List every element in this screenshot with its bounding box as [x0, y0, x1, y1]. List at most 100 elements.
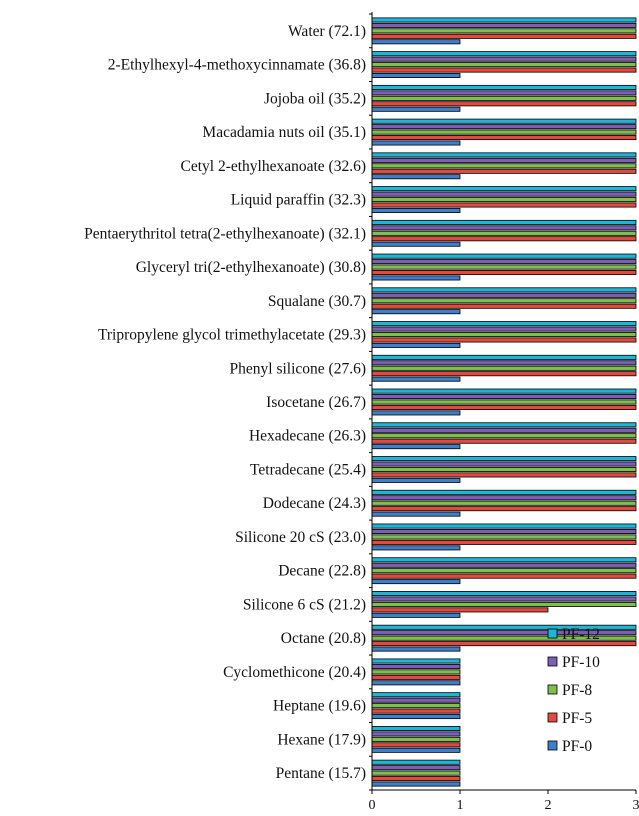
bar-pf-0-phenyl-silicone-27-6 — [371, 376, 461, 382]
bar-pf-12-tripropylene-glycol-trimethylacetate-29-3 — [371, 321, 637, 327]
bar-pf-12-water-72-1 — [371, 17, 637, 23]
bar-pf-0-silicone-6-cs-21-2 — [371, 612, 461, 618]
x-tick-label: 2 — [545, 798, 552, 813]
bar-pf-8-glyceryl-tri-2-ethylhexanoate-30-8 — [371, 264, 637, 270]
bar-pf-8-heptane-19-6 — [371, 703, 461, 709]
category-label: Silicone 6 cS (21.2) — [243, 596, 366, 613]
category-label: Silicone 20 cS (23.0) — [235, 529, 366, 546]
bar-pf-5-pentaerythritol-tetra-2-ethylhexanoate-32-1 — [371, 236, 637, 242]
bar-pf-10-cetyl-2-ethylhexanoate-32-6 — [371, 157, 637, 163]
legend-swatch-pf-10 — [547, 656, 558, 667]
bar-pf-12-silicone-20-cs-23-0 — [371, 523, 637, 529]
bar-pf-12-hexadecane-26-3 — [371, 422, 637, 428]
bar-pf-10-2-ethylhexyl-4-methoxycinnamate-36-8 — [371, 56, 637, 62]
legend-swatch-pf-5 — [547, 712, 558, 723]
bar-pf-12-pentaerythritol-tetra-2-ethylhexanoate-32-1 — [371, 219, 637, 225]
category-label: Hexane (17.9) — [277, 731, 366, 748]
bar-pf-8-hexane-17-9 — [371, 736, 461, 742]
category-label: Octane (20.8) — [281, 630, 366, 647]
legend-label-pf-10: PF-10 — [562, 654, 600, 671]
bar-pf-0-glyceryl-tri-2-ethylhexanoate-30-8 — [371, 275, 461, 281]
bar-pf-8-water-72-1 — [371, 28, 637, 34]
bar-pf-0-tripropylene-glycol-trimethylacetate-29-3 — [371, 342, 461, 348]
bar-pf-12-cyclomethicone-20-4 — [371, 658, 461, 664]
bar-pf-8-pentaerythritol-tetra-2-ethylhexanoate-32-1 — [371, 230, 637, 236]
bar-pf-8-phenyl-silicone-27-6 — [371, 365, 637, 371]
bar-pf-12-glyceryl-tri-2-ethylhexanoate-30-8 — [371, 253, 637, 259]
axes: 0 1 2 3 — [369, 12, 639, 813]
bar-pf-8-2-ethylhexyl-4-methoxycinnamate-36-8 — [371, 62, 637, 68]
bar-pf-5-hexane-17-9 — [371, 742, 461, 748]
category-label: Heptane (19.6) — [273, 698, 366, 715]
bar-pf-5-hexadecane-26-3 — [371, 438, 637, 444]
bar-pf-0-pentane-15-7 — [371, 781, 461, 787]
bar-pf-10-hexane-17-9 — [371, 731, 461, 737]
bar-pf-12-pentane-15-7 — [371, 759, 461, 765]
bar-pf-12-decane-22-8 — [371, 557, 637, 563]
category-label: Dodecane (24.3) — [263, 495, 366, 512]
bar-pf-0-isocetane-26-7 — [371, 410, 461, 416]
bar-pf-0-cyclomethicone-20-4 — [371, 680, 461, 686]
bar-pf-5-isocetane-26-7 — [371, 404, 637, 410]
category-label: Pentane (15.7) — [276, 765, 366, 782]
bar-pf-8-silicone-6-cs-21-2 — [371, 601, 637, 607]
category-label: Decane (22.8) — [278, 563, 366, 580]
bar-pf-8-liquid-paraffin-32-3 — [371, 197, 637, 203]
x-tick-label: 1 — [457, 798, 464, 813]
bar-pf-10-heptane-19-6 — [371, 697, 461, 703]
bar-pf-10-squalane-30-7 — [371, 292, 637, 298]
bar-pf-12-heptane-19-6 — [371, 692, 461, 698]
bar-pf-8-pentane-15-7 — [371, 770, 461, 776]
bar-pf-8-squalane-30-7 — [371, 298, 637, 304]
bar-pf-12-2-ethylhexyl-4-methoxycinnamate-36-8 — [371, 51, 637, 57]
bar-pf-0-dodecane-24-3 — [371, 511, 461, 517]
bar-pf-8-tripropylene-glycol-trimethylacetate-29-3 — [371, 332, 637, 338]
bar-pf-10-phenyl-silicone-27-6 — [371, 360, 637, 366]
category-labels: Water (72.1) 2-Ethylhexyl-4-methoxycinnam… — [84, 23, 366, 782]
bar-pf-12-phenyl-silicone-27-6 — [371, 354, 637, 360]
bar-pf-8-jojoba-oil-35-2 — [371, 95, 637, 101]
bar-pf-5-glyceryl-tri-2-ethylhexanoate-30-8 — [371, 269, 637, 275]
bar-pf-0-silicone-20-cs-23-0 — [371, 545, 461, 551]
legend-swatch-pf-8 — [547, 684, 558, 695]
bar-pf-0-heptane-19-6 — [371, 714, 461, 720]
x-tick-label: 0 — [369, 798, 376, 813]
category-label: Phenyl silicone (27.6) — [230, 360, 366, 377]
bar-pf-10-cyclomethicone-20-4 — [371, 663, 461, 669]
bar-pf-5-cetyl-2-ethylhexanoate-32-6 — [371, 168, 637, 174]
bar-pf-5-dodecane-24-3 — [371, 506, 637, 512]
bar-pf-0-pentaerythritol-tetra-2-ethylhexanoate-32-1 — [371, 241, 461, 247]
x-tick-label: 3 — [633, 798, 639, 813]
legend: PF-12 PF-10 PF-8 PF-5 PF-0 — [547, 626, 600, 755]
category-label: Cyclomethicone (20.4) — [223, 664, 366, 681]
bar-pf-0-macadamia-nuts-oil-35-1 — [371, 140, 461, 146]
category-label: Macadamia nuts oil (35.1) — [202, 124, 366, 141]
category-label: Cetyl 2-ethylhexanoate (32.6) — [180, 158, 366, 175]
bar-pf-8-cetyl-2-ethylhexanoate-32-6 — [371, 163, 637, 169]
legend-swatch-pf-0 — [547, 740, 558, 751]
bar-pf-0-2-ethylhexyl-4-methoxycinnamate-36-8 — [371, 73, 461, 79]
bar-pf-5-heptane-19-6 — [371, 708, 461, 714]
category-label: Hexadecane (26.3) — [249, 428, 366, 445]
bar-pf-0-decane-22-8 — [371, 579, 461, 585]
bar-pf-5-tetradecane-25-4 — [371, 472, 637, 478]
bar-pf-0-hexane-17-9 — [371, 747, 461, 753]
bar-pf-5-cyclomethicone-20-4 — [371, 674, 461, 680]
bar-pf-10-jojoba-oil-35-2 — [371, 90, 637, 96]
bar-pf-0-octane-20-8 — [371, 646, 461, 652]
bars-layer — [371, 17, 637, 787]
legend-swatch-pf-12 — [547, 628, 558, 639]
bar-pf-10-silicone-6-cs-21-2 — [371, 596, 637, 602]
bar-pf-10-dodecane-24-3 — [371, 495, 637, 501]
category-label: Glyceryl tri(2-ethylhexanoate) (30.8) — [136, 259, 366, 276]
bar-pf-10-water-72-1 — [371, 22, 637, 28]
bar-pf-0-jojoba-oil-35-2 — [371, 106, 461, 112]
bar-pf-5-pentane-15-7 — [371, 776, 461, 782]
bar-pf-10-decane-22-8 — [371, 562, 637, 568]
bar-pf-0-liquid-paraffin-32-3 — [371, 207, 461, 213]
bar-pf-12-silicone-6-cs-21-2 — [371, 591, 637, 597]
bar-pf-5-liquid-paraffin-32-3 — [371, 202, 637, 208]
bar-pf-12-macadamia-nuts-oil-35-1 — [371, 118, 637, 124]
bar-pf-12-tetradecane-25-4 — [371, 456, 637, 462]
bar-pf-5-decane-22-8 — [371, 573, 637, 579]
